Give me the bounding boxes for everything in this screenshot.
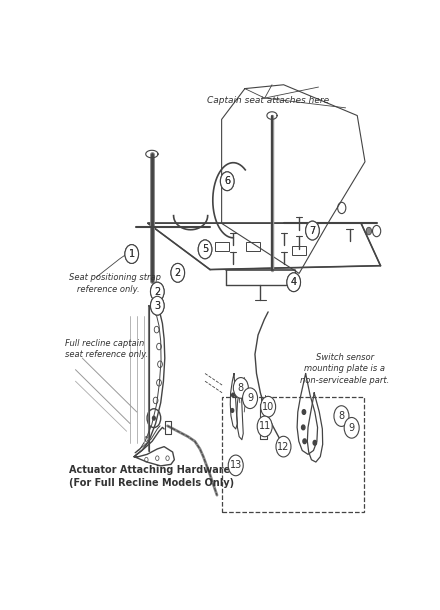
Circle shape: [220, 172, 234, 190]
Text: 8: 8: [238, 383, 244, 393]
Text: Captain seat attaches here: Captain seat attaches here: [207, 96, 329, 105]
Circle shape: [344, 417, 359, 438]
Circle shape: [276, 436, 291, 457]
Circle shape: [198, 240, 212, 259]
Bar: [222, 397, 363, 512]
Circle shape: [242, 388, 257, 409]
Text: 2: 2: [154, 287, 161, 296]
Circle shape: [153, 416, 155, 420]
Text: 10: 10: [262, 402, 274, 412]
Text: 5: 5: [202, 245, 208, 254]
Text: 7: 7: [309, 226, 315, 235]
Circle shape: [303, 439, 306, 443]
Text: 13: 13: [230, 461, 242, 470]
Circle shape: [228, 455, 243, 476]
Circle shape: [287, 273, 301, 292]
Circle shape: [366, 228, 372, 235]
Text: 11: 11: [259, 422, 271, 431]
Circle shape: [313, 440, 316, 445]
Circle shape: [306, 221, 319, 240]
Text: 7: 7: [309, 226, 315, 235]
Circle shape: [301, 425, 305, 430]
Circle shape: [302, 410, 306, 414]
Circle shape: [231, 409, 234, 412]
Text: 9: 9: [348, 423, 355, 433]
Text: 8: 8: [338, 411, 345, 421]
Text: 9: 9: [247, 393, 253, 403]
Text: Actuator Attaching Hardware: Actuator Attaching Hardware: [69, 465, 230, 475]
Text: 2: 2: [154, 287, 161, 296]
Text: Switch sensor
mounting plate is a
non-serviceable part.: Switch sensor mounting plate is a non-se…: [300, 353, 389, 386]
Circle shape: [334, 406, 349, 426]
Bar: [246, 242, 260, 251]
Circle shape: [150, 296, 164, 315]
Bar: [292, 246, 306, 255]
Circle shape: [150, 282, 164, 301]
Circle shape: [287, 273, 301, 292]
Text: 6: 6: [224, 176, 230, 186]
Text: 3: 3: [154, 301, 160, 310]
Bar: [215, 242, 229, 251]
Circle shape: [260, 396, 275, 417]
Text: 12: 12: [277, 442, 290, 451]
Circle shape: [150, 282, 164, 301]
Circle shape: [171, 264, 185, 282]
Circle shape: [125, 245, 139, 264]
Text: Seat positioning strap
   reference only.: Seat positioning strap reference only.: [69, 273, 161, 294]
Text: 4: 4: [291, 277, 297, 287]
Circle shape: [125, 245, 139, 264]
Text: 3: 3: [154, 301, 160, 310]
Circle shape: [150, 296, 164, 315]
Circle shape: [198, 240, 212, 259]
Text: Full recline captain
seat reference only.: Full recline captain seat reference only…: [65, 339, 148, 359]
Text: 2: 2: [175, 268, 181, 278]
Circle shape: [231, 393, 235, 397]
Text: 1: 1: [128, 249, 135, 259]
Text: 4: 4: [291, 277, 297, 287]
Text: 2: 2: [175, 268, 181, 278]
Text: 1: 1: [128, 249, 135, 259]
Text: 6: 6: [224, 176, 230, 186]
Circle shape: [233, 378, 248, 398]
Circle shape: [220, 172, 234, 190]
Text: 5: 5: [202, 245, 208, 254]
Circle shape: [171, 264, 185, 282]
Text: (For Full Recline Models Only): (For Full Recline Models Only): [69, 478, 234, 488]
Circle shape: [306, 221, 319, 240]
Circle shape: [257, 416, 272, 437]
